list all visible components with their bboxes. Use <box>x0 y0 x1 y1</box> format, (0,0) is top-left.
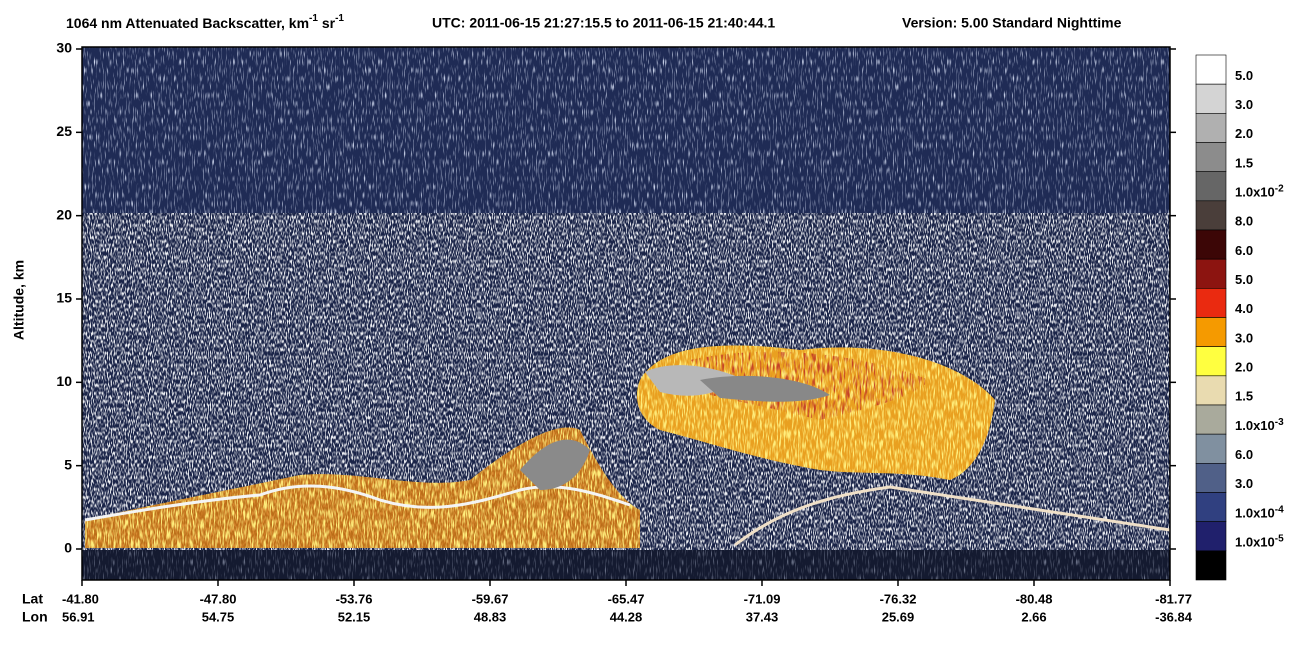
title-text: 1064 nm Attenuated Backscatter, km <box>66 15 309 31</box>
lon-label: 48.83 <box>474 609 507 624</box>
y-tick-label: 5 <box>64 456 72 472</box>
colorbar-label: 1.0x10-3 <box>1235 417 1284 434</box>
lon-label: 2.66 <box>1021 609 1046 624</box>
colorbar-label-text: 6.0 <box>1235 447 1253 462</box>
colorbar-swatch <box>1195 404 1227 435</box>
colorbar-label: 4.0 <box>1235 302 1253 317</box>
lat-label: -41.80 <box>62 591 99 606</box>
lon-label: 25.69 <box>882 609 915 624</box>
colorbar-label-text: 3.0 <box>1235 331 1253 346</box>
lat-label: -65.47 <box>608 591 645 606</box>
lat-label: -47.80 <box>200 591 237 606</box>
colorbar-swatch <box>1195 258 1227 289</box>
colorbar-label-text: 3.0 <box>1235 477 1253 492</box>
lon-label: 52.15 <box>338 609 371 624</box>
colorbar-swatch <box>1195 200 1227 231</box>
colorbar-label-text: 1.5 <box>1235 389 1253 404</box>
colorbar-swatch <box>1195 463 1227 493</box>
colorbar-label: 1.0x10-4 <box>1235 504 1284 521</box>
lat-label: -76.32 <box>880 591 917 606</box>
y-tick-label: 25 <box>56 123 72 139</box>
colorbar-label-text: 3.0 <box>1235 97 1253 112</box>
colorbar-label-exp: -5 <box>1275 533 1284 544</box>
colorbar-label: 3.0 <box>1235 97 1253 112</box>
lon-label: 56.91 <box>62 609 95 624</box>
colorbar-swatch <box>1195 113 1227 143</box>
colorbar-label-text: 4.0 <box>1235 302 1253 317</box>
colorbar-label: 1.0x10-2 <box>1235 183 1284 200</box>
lon-label: 54.75 <box>202 609 235 624</box>
x-row-label: Lon <box>22 609 48 625</box>
y-tick-label: 10 <box>56 373 72 389</box>
lon-label: 44.28 <box>610 609 643 624</box>
y-tick-label: 20 <box>56 206 72 222</box>
colorbar-label: 6.0 <box>1235 243 1253 258</box>
colorbar-label: 3.0 <box>1235 477 1253 492</box>
colorbar-label-text: 2.0 <box>1235 360 1253 375</box>
colorbar-label-exp: -2 <box>1275 183 1284 194</box>
colorbar-label-exp: -4 <box>1275 504 1284 515</box>
colorbar-label: 1.0x10-5 <box>1235 533 1284 550</box>
time-range: UTC: 2011-06-15 21:27:15.5 to 2011-06-15… <box>432 15 775 31</box>
colorbar-swatch <box>1195 521 1227 552</box>
colorbar-swatch <box>1195 375 1227 406</box>
y-tick-label: 0 <box>64 540 72 556</box>
lat-label: -80.48 <box>1016 591 1053 606</box>
y-axis-label: Altitude, km <box>11 260 27 340</box>
colorbar-label-text: 5.0 <box>1235 68 1253 83</box>
lat-label: -53.76 <box>336 591 373 606</box>
colorbar-swatch <box>1195 433 1227 464</box>
colorbar-swatch <box>1195 54 1227 85</box>
colorbar-label: 1.5 <box>1235 389 1253 404</box>
colorbar-label-text: 1.0x10 <box>1235 185 1275 200</box>
lon-label: 37.43 <box>746 609 779 624</box>
colorbar-swatch <box>1195 346 1227 377</box>
colorbar-swatch <box>1195 550 1227 581</box>
colorbar-swatch <box>1195 288 1227 318</box>
colorbar-label: 6.0 <box>1235 447 1253 462</box>
y-tick-label: 30 <box>56 40 72 56</box>
colorbar-swatch <box>1195 317 1227 347</box>
colorbar-label: 2.0 <box>1235 360 1253 375</box>
colorbar-label-text: 6.0 <box>1235 243 1253 258</box>
chart-title: 1064 nm Attenuated Backscatter, km-1 sr-… <box>66 13 344 31</box>
x-row-label: Lat <box>22 591 43 607</box>
colorbar-swatch <box>1195 142 1227 172</box>
title-superscript: -1 <box>309 13 318 24</box>
lat-label: -59.67 <box>472 591 509 606</box>
lat-label: -81.77 <box>1155 591 1192 606</box>
colorbar-label-text: 1.0x10 <box>1235 535 1275 550</box>
colorbar-label: 2.0 <box>1235 127 1253 142</box>
colorbar-swatch <box>1195 492 1227 522</box>
colorbar-label-text: 1.0x10 <box>1235 506 1275 521</box>
colorbar-label: 5.0 <box>1235 272 1253 287</box>
y-tick-label: 15 <box>56 290 72 306</box>
colorbar-label-text: 8.0 <box>1235 214 1253 229</box>
version: Version: 5.00 Standard Nighttime <box>902 15 1122 31</box>
colorbar-label: 3.0 <box>1235 331 1253 346</box>
colorbar-label: 8.0 <box>1235 214 1253 229</box>
colorbar-swatch <box>1195 171 1227 202</box>
colorbar-label-text: 5.0 <box>1235 272 1253 287</box>
colorbar-label-exp: -3 <box>1275 417 1284 428</box>
colorbar-swatch <box>1195 229 1227 260</box>
colorbar: 5.03.02.01.51.0x10-28.06.05.04.03.02.01.… <box>1195 54 1284 581</box>
colorbar-label: 1.5 <box>1235 156 1253 171</box>
colorbar-label: 5.0 <box>1235 68 1253 83</box>
lat-label: -71.09 <box>744 591 781 606</box>
backscatter-image <box>82 47 1170 580</box>
title-text: sr <box>318 15 336 31</box>
title-superscript: -1 <box>335 13 344 24</box>
colorbar-label-text: 2.0 <box>1235 127 1253 142</box>
colorbar-swatch <box>1195 83 1227 114</box>
colorbar-label-text: 1.0x10 <box>1235 418 1275 433</box>
lon-label: -36.84 <box>1155 609 1193 624</box>
colorbar-label-text: 1.5 <box>1235 156 1253 171</box>
